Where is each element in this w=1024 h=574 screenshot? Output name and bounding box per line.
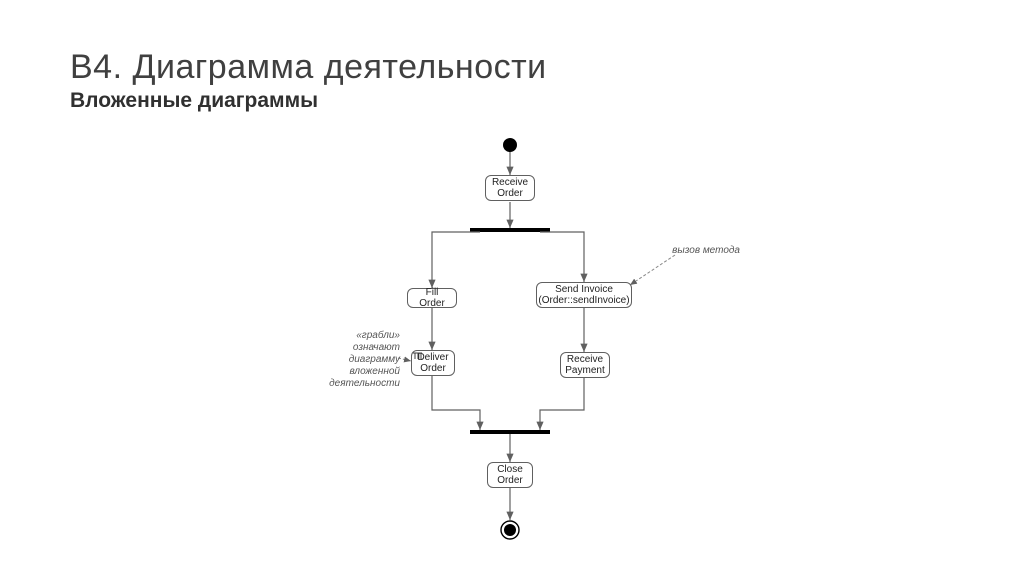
rake-icon <box>412 351 423 360</box>
annotation-right: вызов метода <box>640 245 740 257</box>
activity-node-label: ReceiveOrder <box>492 177 528 199</box>
activity-node-fill-order: Fill Order <box>407 288 457 308</box>
activity-node-receive-order: ReceiveOrder <box>485 175 535 201</box>
activity-node-label: Send Invoice(Order::sendInvoice) <box>538 284 629 306</box>
activity-node-label: CloseOrder <box>497 464 523 486</box>
annotation-left: «грабли» означаютдиаграммувложеннойдеяте… <box>310 330 400 390</box>
activity-node-close-order: CloseOrder <box>487 462 533 488</box>
activity-node-send-invoice: Send Invoice(Order::sendInvoice) <box>536 282 632 308</box>
activity-node-label: Fill Order <box>414 287 450 309</box>
activity-diagram: ReceiveOrder Fill Order DeliverOrder Send I… <box>280 130 780 570</box>
activity-node-receive-payment: ReceivePayment <box>560 352 610 378</box>
page-subtitle: Вложенные диаграммы <box>70 89 547 113</box>
activity-node-label: ReceivePayment <box>565 354 604 376</box>
title-block: B4. Диаграмма деятельности Вложенные диа… <box>70 48 547 113</box>
activity-node-deliver-order: DeliverOrder <box>411 350 455 376</box>
page-title: B4. Диаграмма деятельности <box>70 48 547 87</box>
